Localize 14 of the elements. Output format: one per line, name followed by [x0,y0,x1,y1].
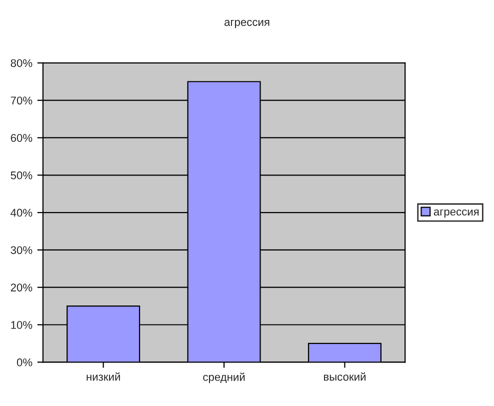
legend-label: агрессия [434,209,479,218]
y-tick-label: 40% [10,208,32,217]
y-tick-label: 0% [16,358,32,366]
y-tick-label: 80% [10,59,32,68]
y-tick-label: 60% [10,134,32,142]
y-tick-label: 70% [10,96,32,104]
y-tick-label: 50% [10,171,32,180]
y-tick-label: 10% [11,321,32,329]
x-tick-label: высокий [324,372,366,381]
x-tick-label: средний [203,372,245,384]
x-tick-label: низкий [86,372,120,381]
chart-title: агрессия [224,20,270,28]
y-tick-label: 30% [10,246,32,254]
y-tick-label: 20% [10,284,32,292]
